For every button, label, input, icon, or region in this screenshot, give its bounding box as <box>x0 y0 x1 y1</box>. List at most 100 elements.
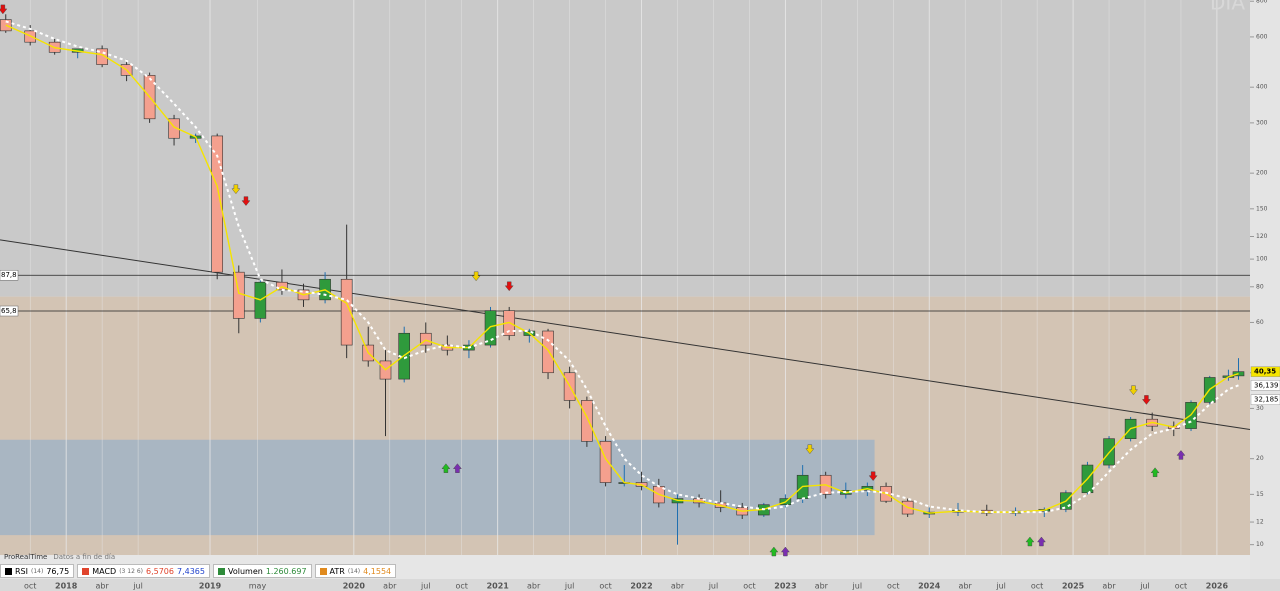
candle-body <box>340 278 353 346</box>
y-tick-label: 300 <box>1256 119 1268 126</box>
x-tick-label: jul <box>708 582 719 591</box>
indicator-params: (14) <box>31 567 44 575</box>
signal-arrow <box>453 463 462 473</box>
candle-body <box>232 271 245 319</box>
y-tick-label: 800 <box>1256 0 1268 5</box>
signal-arrow <box>805 444 815 455</box>
x-tick-label: abr <box>815 582 829 591</box>
x-tick-label: oct <box>1175 582 1187 591</box>
status-bar: ProRealTime Datos a fin de día <box>0 551 115 562</box>
y-tick-label: 20 <box>1256 455 1264 462</box>
indicator-tab[interactable]: Volumen 1.260.697 <box>212 564 312 578</box>
indicator-value: 4,1554 <box>363 566 392 576</box>
x-axis-band <box>0 579 1280 591</box>
y-tick-label: 12 <box>1256 519 1264 526</box>
signal-arrow <box>1176 450 1186 460</box>
y-axis-band <box>1250 0 1280 579</box>
zone <box>0 0 1250 297</box>
candle-body <box>211 135 224 273</box>
indicator-tab[interactable]: ATR (14) 4,1554 <box>314 564 397 578</box>
signal-arrow <box>868 471 878 482</box>
price-label-box <box>1250 366 1280 377</box>
signal-arrow <box>769 546 779 557</box>
indicator-name: Volumen <box>227 566 263 576</box>
x-tick-label: jul <box>564 582 575 591</box>
level-label: 87,8 <box>1 271 17 279</box>
candle-body <box>168 118 180 139</box>
x-tick-label: jul <box>132 582 143 591</box>
candle-body <box>419 332 432 346</box>
signal-arrow <box>504 281 514 292</box>
x-tick-label: abr <box>95 582 109 591</box>
signal-arrow <box>780 546 790 557</box>
x-tick-label: jul <box>995 582 1006 591</box>
x-tick-label: oct <box>456 582 468 591</box>
indicator-bar: RSI (14) 76,75 MACD (3 12 6) 6,5706 7,4365 Volu… <box>0 564 397 578</box>
level-label-box <box>0 305 19 317</box>
price-label: 40,35 <box>1254 368 1276 376</box>
indicator-value: 6,5706 <box>145 566 174 576</box>
x-tick-label: 2022 <box>630 582 652 591</box>
signal-arrow <box>1025 536 1035 547</box>
x-tick-label: abr <box>527 582 541 591</box>
candle-body <box>599 441 612 483</box>
indicator-value: 7,4365 <box>176 566 205 576</box>
indicator-swatch <box>82 567 90 575</box>
indicator-name: MACD <box>92 566 117 576</box>
y-tick-label: 600 <box>1256 33 1268 40</box>
signal-arrow <box>1037 536 1046 547</box>
indicator-tab[interactable]: RSI (14) 76,75 <box>0 564 75 578</box>
candle-body <box>581 400 593 442</box>
x-tick-label: abr <box>959 582 973 591</box>
x-tick-label: 2024 <box>918 582 941 591</box>
y-tick-label: 80 <box>1256 283 1264 290</box>
indicator-value: 1.260.697 <box>265 566 307 576</box>
price-label-box <box>1250 394 1280 405</box>
y-tick-label: 30 <box>1256 405 1264 412</box>
candle-body <box>484 310 497 346</box>
signal-arrow <box>471 271 481 282</box>
indicator-swatch <box>5 567 12 575</box>
indicator-tab[interactable]: MACD (3 12 6) 6,5706 7,4365 <box>77 564 210 578</box>
x-tick-label: oct <box>24 582 36 591</box>
x-tick-label: oct <box>599 582 611 591</box>
x-tick-label: jul <box>420 582 431 591</box>
data-status: Datos a fin de día <box>53 552 116 561</box>
y-tick-label: 120 <box>1256 233 1268 240</box>
y-tick-label: 15 <box>1256 491 1264 498</box>
x-tick-label: oct <box>1031 582 1043 591</box>
y-tick-label: 400 <box>1256 84 1268 91</box>
signal-arrow <box>0 4 8 15</box>
zone <box>0 439 875 536</box>
x-tick-label: oct <box>887 582 899 591</box>
x-tick-label: jul <box>1139 582 1150 591</box>
signal-arrow <box>231 184 241 195</box>
x-tick-label: abr <box>1102 582 1116 591</box>
level-label-box <box>0 269 19 281</box>
moving-average <box>5 24 1239 514</box>
candle-body <box>96 48 108 65</box>
x-tick-label: 2021 <box>487 582 510 591</box>
symbol-watermark: DIA <box>1210 0 1245 15</box>
x-tick-label: 2020 <box>343 582 366 591</box>
y-tick-label: 60 <box>1256 319 1264 326</box>
level-label: 65,8 <box>1 307 17 315</box>
x-tick-label: 2018 <box>55 582 78 591</box>
signal-arrow <box>1142 395 1151 405</box>
indicator-name: RSI <box>15 566 28 576</box>
indicator-value: 76,75 <box>46 566 70 576</box>
indicator-swatch <box>319 567 327 575</box>
signal-arrow <box>441 463 451 473</box>
x-tick-label: 2025 <box>1062 582 1085 591</box>
candle-body <box>542 330 554 374</box>
price-label-box <box>1250 380 1280 391</box>
y-tick-label: 200 <box>1256 170 1268 177</box>
x-tick-label: may <box>249 582 267 591</box>
x-tick-label: jul <box>852 582 863 591</box>
x-tick-label: 2023 <box>774 582 796 591</box>
price-label: 36,139 <box>1254 381 1279 389</box>
y-tick-label: 100 <box>1256 256 1268 263</box>
x-tick-label: abr <box>383 582 397 591</box>
signal-arrow <box>1150 467 1160 477</box>
